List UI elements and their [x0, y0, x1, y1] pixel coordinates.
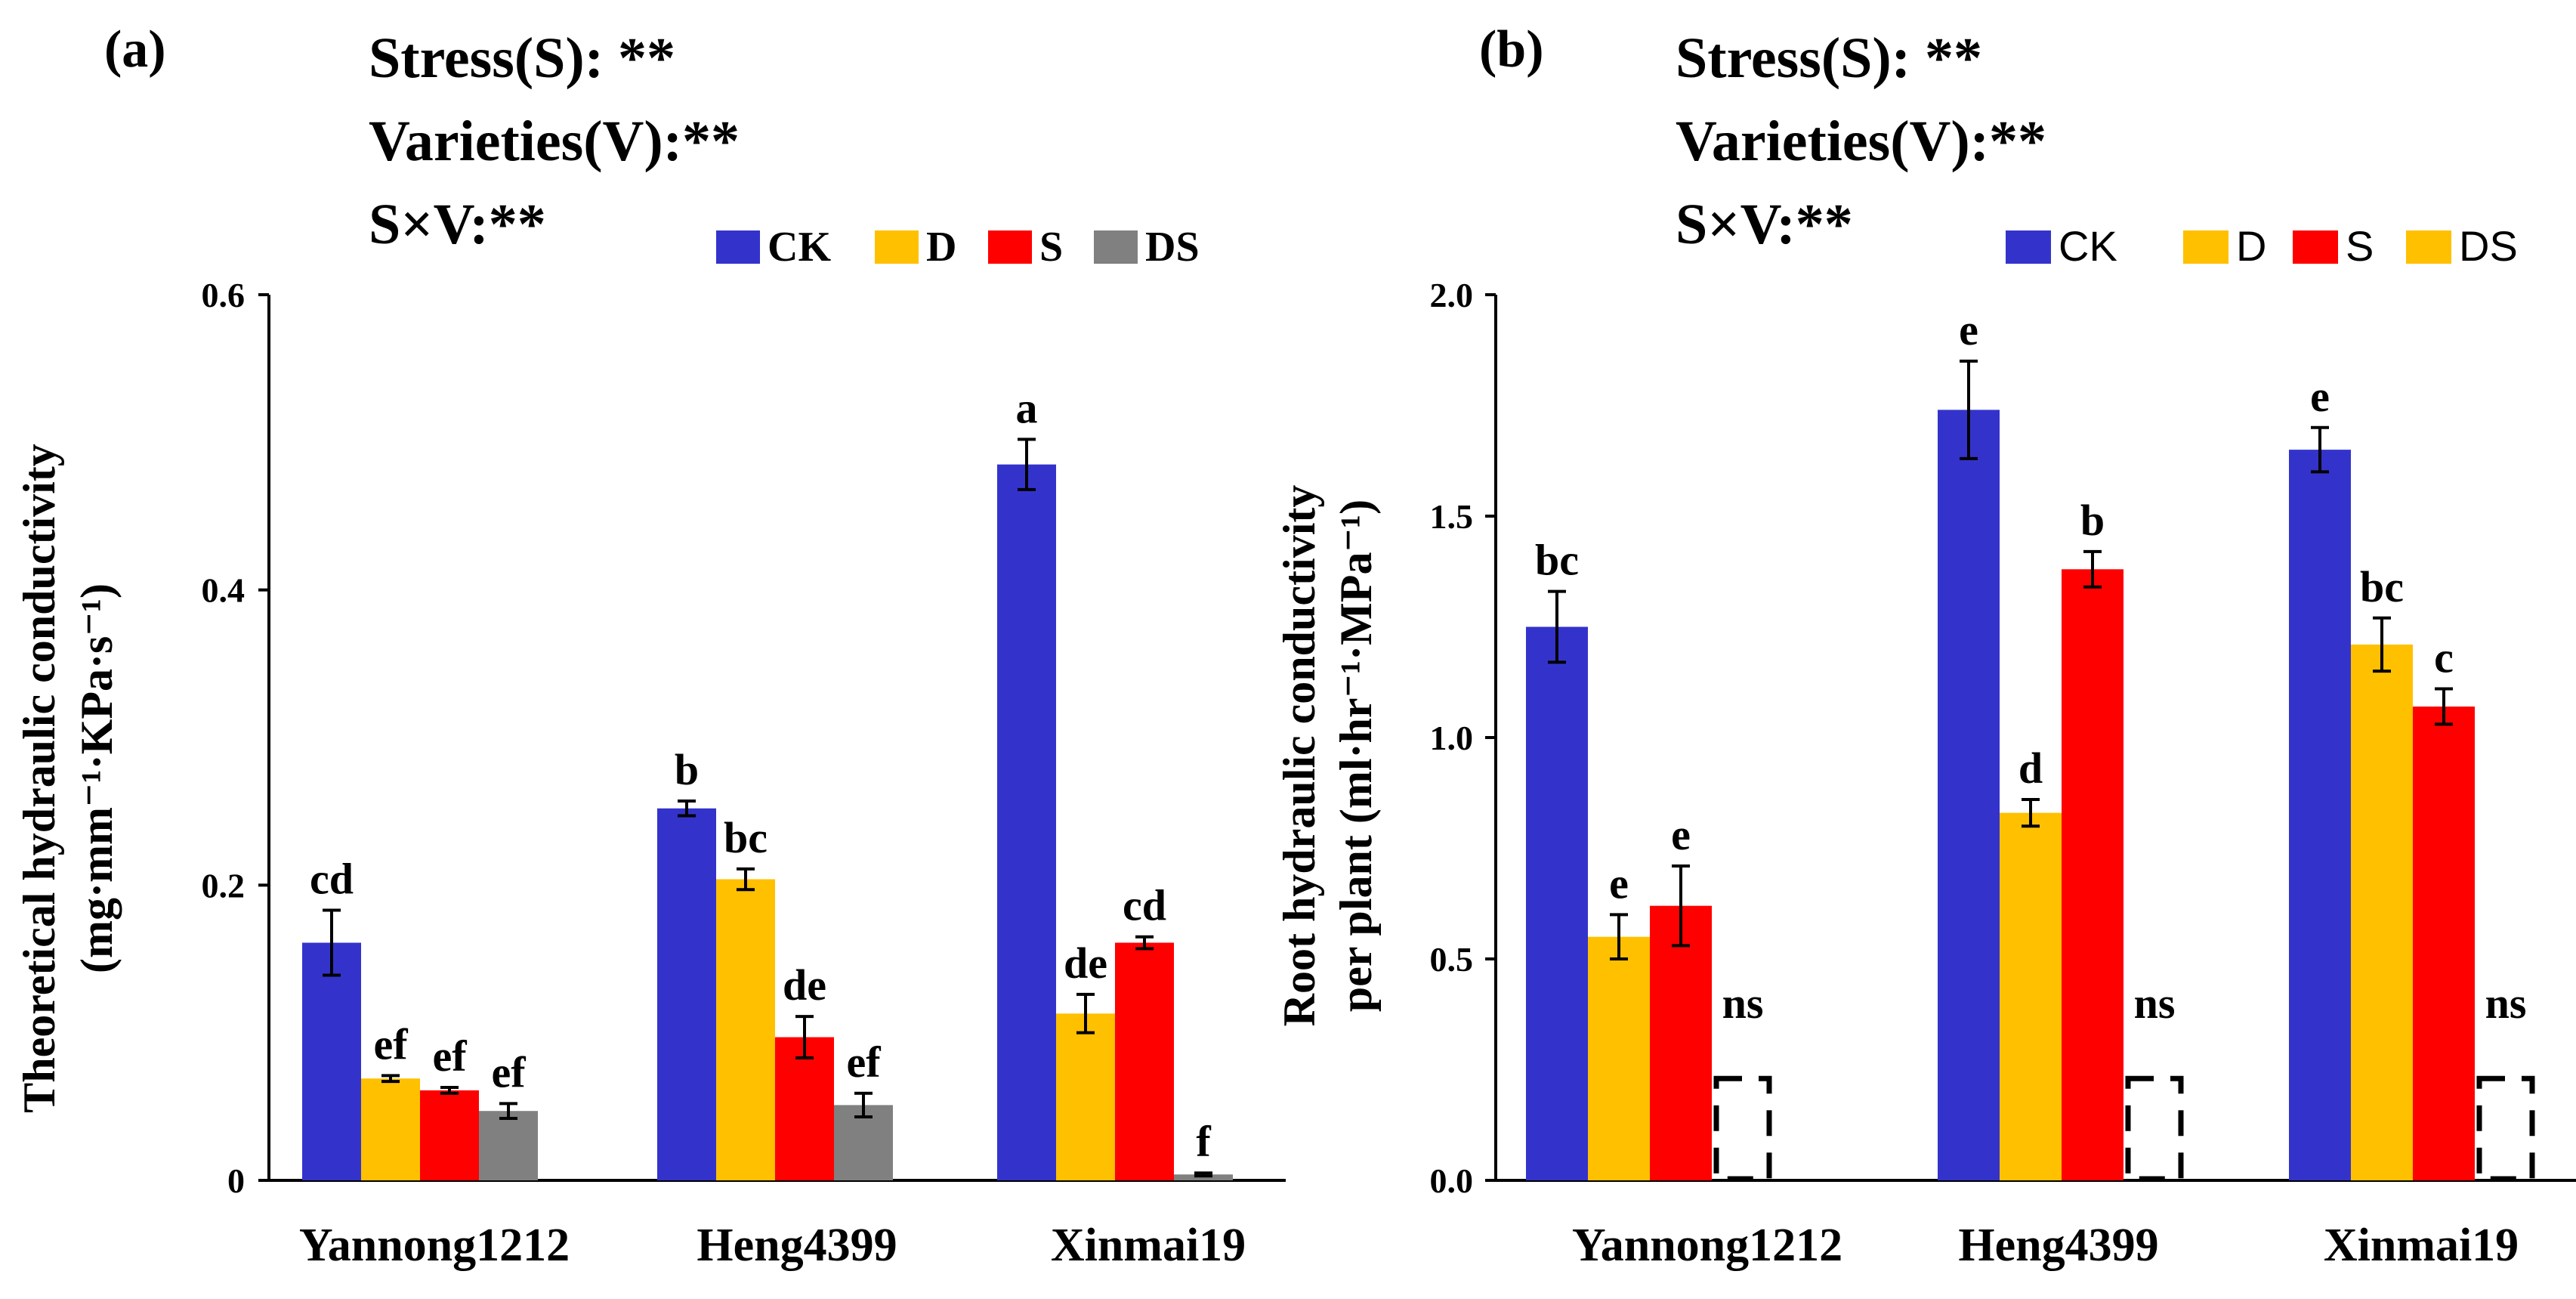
panel-1-legend-swatch-CK: [2006, 230, 2051, 264]
panel-1-legend-swatch-DS: [2406, 230, 2451, 264]
panel-a-stat-stress: Stress(S): **: [369, 26, 675, 90]
panel-0-sig-label-S: ef: [432, 1031, 467, 1081]
panel-0-bar-S: [1115, 943, 1174, 1180]
panel-0-ytick-label: 0.6: [202, 276, 246, 314]
panel-1-bar-CK: [2289, 450, 2351, 1180]
panel-0-legend-label-DS: DS: [1145, 224, 1200, 271]
panel-0-category-label: Heng4399: [697, 1220, 897, 1271]
panel-0-legend-label-S: S: [1039, 224, 1063, 271]
panel-1-sig-label-DS: ns: [2485, 979, 2527, 1028]
panel-1-ytick-label: 1.0: [1430, 719, 1474, 757]
panel-0-sig-label-CK: cd: [310, 855, 354, 904]
panel-1-legend-swatch-D: [2183, 230, 2229, 264]
panel-1-bar-S: [2413, 707, 2475, 1180]
panel-a-stat-varieties: Varieties(V):**: [369, 110, 740, 173]
panel-0-category-label: Yannong1212: [299, 1220, 570, 1271]
panel-b-ylabel-line1: Root hydraulic conductivity: [1274, 485, 1324, 1027]
panel-1-bar-DS: [2128, 1078, 2181, 1179]
panel-0-ytick-label: 0.4: [202, 571, 246, 610]
panel-a-stat-sxv: S×V:**: [369, 193, 546, 256]
panel-1-legend-swatch-S: [2293, 230, 2338, 264]
panel-1-category-label: Xinmai19: [2324, 1220, 2519, 1271]
panel-1-sig-label-D: d: [2018, 744, 2043, 793]
panel-0-bar-D: [716, 880, 775, 1180]
panel-0-sig-label-D: de: [1064, 939, 1107, 988]
panel-0-sig-label-DS: f: [1196, 1117, 1211, 1166]
panel-a-ylabel-line1: Theoretical hydraulic conductivity: [14, 444, 64, 1113]
panel-1-legend-label-DS: DS: [2459, 222, 2518, 270]
panel-1-category-label: Yannong1212: [1572, 1220, 1842, 1271]
panel-1-sig-label-CK: e: [2310, 372, 2330, 421]
panel-1-bar-DS: [1716, 1078, 1769, 1179]
panel-0-category-label: Xinmai19: [1051, 1220, 1246, 1271]
panel-0-sig-label-D: bc: [724, 813, 768, 862]
panel-1-ytick-label: 2.0: [1430, 276, 1474, 314]
panel-0-ytick-label: 0.2: [202, 866, 246, 905]
panel-1-category-label: Heng4399: [1958, 1220, 2158, 1271]
panel-b-stat-sxv: S×V:**: [1676, 193, 1853, 256]
panel-0-legend-swatch-DS: [1094, 230, 1138, 264]
panel-1-sig-label-D: bc: [2360, 562, 2404, 611]
panel-a-ylabel-line2: (mg·mm⁻¹·KPa·s⁻¹): [72, 583, 122, 973]
panel-b-ylabel-line2: per plant (ml·hr⁻¹·MPa⁻¹): [1331, 499, 1381, 1012]
panel-1-sig-label-DS: ns: [1722, 979, 1764, 1028]
panel-0-sig-label-DS: ef: [846, 1038, 881, 1087]
panel-0-bar-D: [361, 1078, 420, 1180]
panel-1-sig-label-CK: bc: [1535, 536, 1579, 585]
panel-1-bar-D: [1588, 937, 1650, 1180]
panel-1-ytick-label: 1.5: [1430, 497, 1474, 536]
panel-0-legend-label-CK: CK: [768, 224, 831, 271]
panel-1-bar-S: [2062, 569, 2124, 1180]
panel-b-label: (b): [1479, 20, 1544, 79]
panel-1-bar-D: [2351, 645, 2413, 1180]
panel-0-bar-DS: [479, 1111, 538, 1180]
panel-0-sig-label-S: cd: [1123, 881, 1166, 930]
panel-1-legend-label-CK: CK: [2059, 222, 2117, 270]
panel-0-ytick-label: 0: [227, 1161, 245, 1200]
panel-1-legend-label-D: D: [2236, 222, 2266, 270]
panel-0-bar-S: [420, 1090, 479, 1180]
panel-1-sig-label-CK: e: [1959, 305, 1978, 354]
panel-0-legend-swatch-CK: [716, 230, 760, 264]
panel-1-sig-label-DS: ns: [2134, 979, 2176, 1028]
panel-b-stat-stress: Stress(S): **: [1676, 26, 1982, 90]
panel-1-ytick-label: 0.5: [1430, 940, 1474, 979]
panel-1-sig-label-S: c: [2434, 633, 2454, 682]
panel-0-legend-label-D: D: [926, 224, 956, 271]
panel-1-sig-label-D: e: [1609, 858, 1629, 908]
panel-0-sig-label-CK: a: [1016, 383, 1038, 432]
panel-1-bar-D: [2000, 813, 2062, 1180]
panel-1-sig-label-S: b: [2080, 496, 2105, 545]
panel-1-legend-label-S: S: [2346, 222, 2374, 270]
panel-0-sig-label-DS: ef: [491, 1047, 526, 1096]
panel-0-bar-CK: [302, 943, 361, 1180]
panel-0-bar-D: [1056, 1013, 1115, 1180]
panel-1-bar-CK: [1526, 627, 1588, 1181]
panel-0-legend-swatch-S: [988, 230, 1032, 264]
panel-0-sig-label-CK: b: [675, 745, 699, 794]
panel-0-sig-label-D: ef: [373, 1019, 408, 1069]
panel-0-bar-CK: [997, 465, 1056, 1180]
panel-0-bar-CK: [657, 809, 716, 1180]
panel-a-label: (a): [104, 20, 166, 79]
panel-1-sig-label-S: e: [1671, 810, 1691, 859]
panel-0-sig-label-S: de: [783, 960, 826, 1010]
panel-1-bar-CK: [1938, 410, 2000, 1180]
panel-b-stat-varieties: Varieties(V):**: [1676, 110, 2046, 173]
panel-1-ytick-label: 0.0: [1430, 1161, 1474, 1200]
panel-0-legend-swatch-D: [875, 230, 919, 264]
panel-1-bar-DS: [2479, 1078, 2532, 1179]
